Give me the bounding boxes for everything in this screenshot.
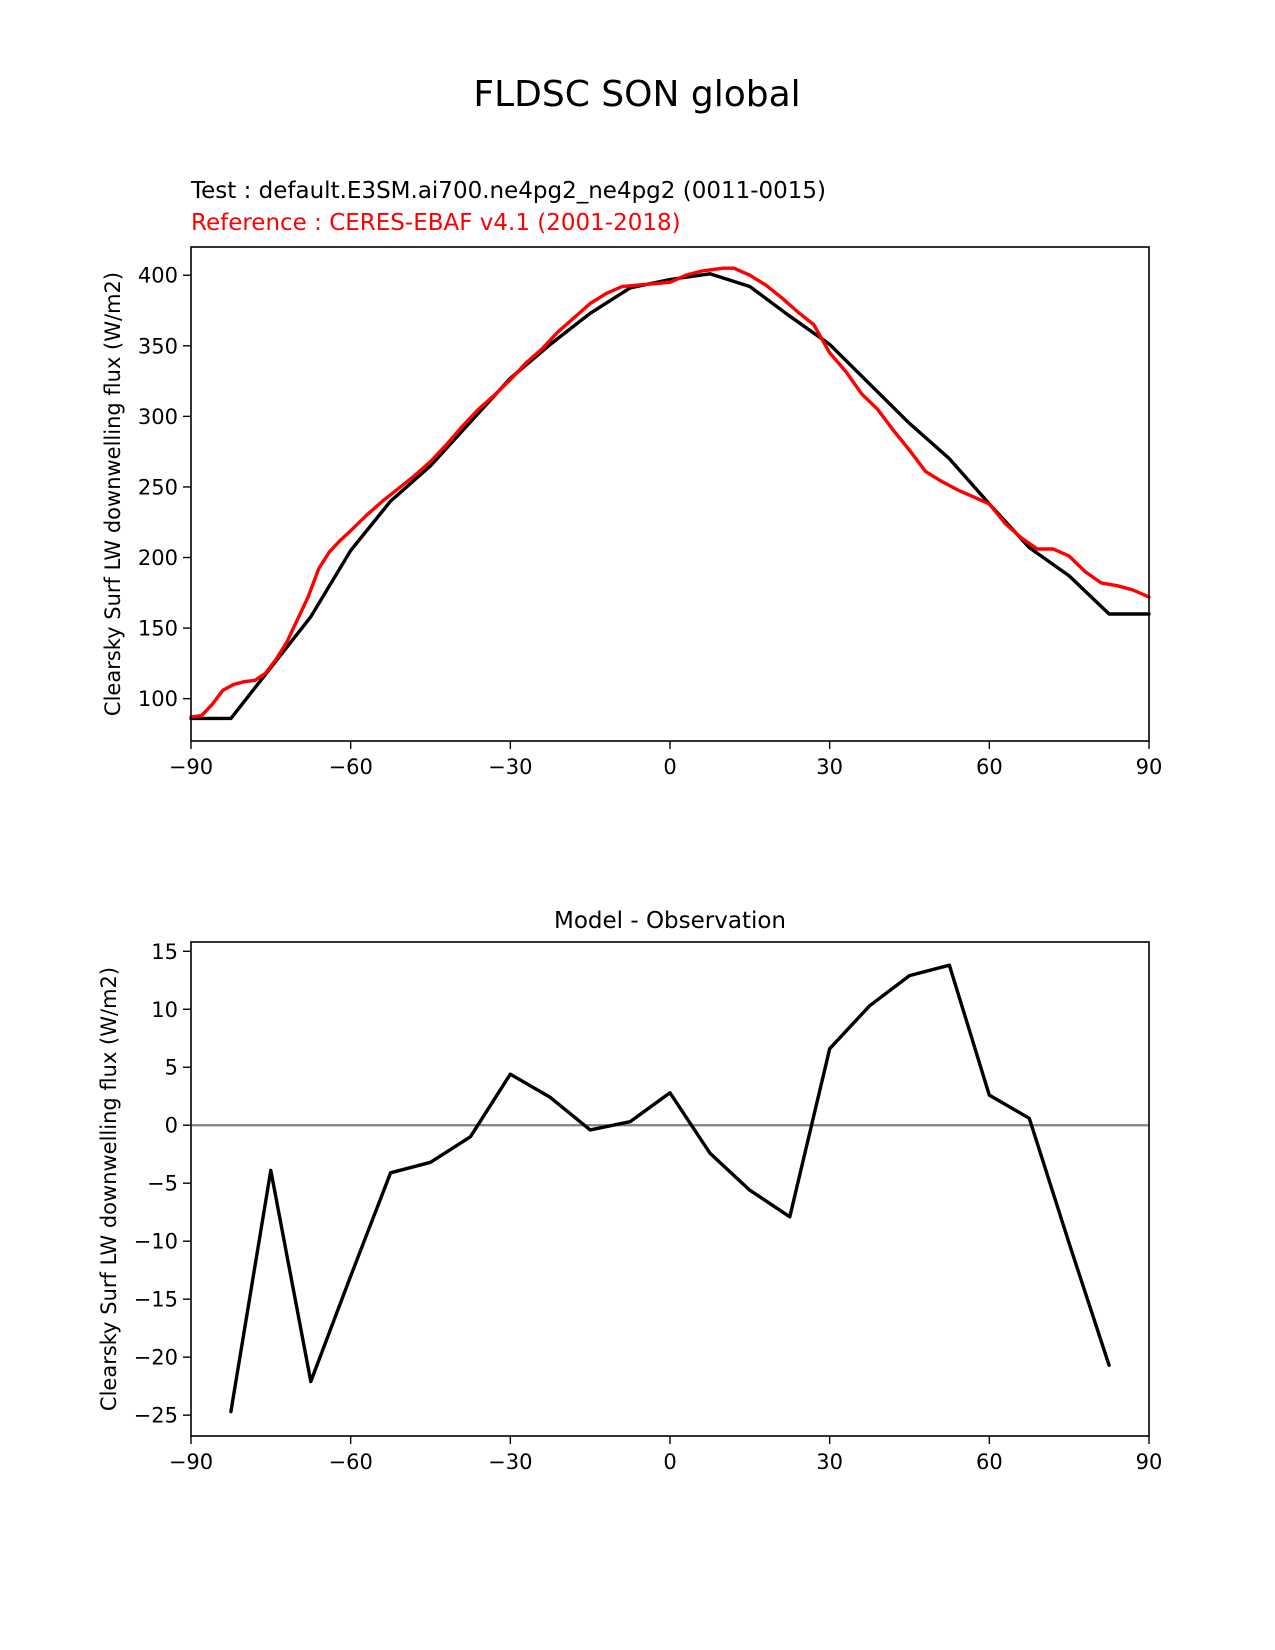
top-series-layer [189, 266, 1151, 721]
top-series-line-1 [189, 266, 1151, 719]
top-y-tick-label: 300 [138, 405, 178, 429]
bottom-y-tick-label: −15 [134, 1288, 178, 1312]
top-x-tick-label: 90 [1136, 755, 1163, 779]
bottom-x-tick-label: −30 [488, 1450, 532, 1474]
bottom-y-tick-label: 15 [151, 940, 178, 964]
top-series-line-0 [189, 272, 1151, 721]
top-x-tick-label: 60 [976, 755, 1003, 779]
top-x-tick-label: 0 [663, 755, 676, 779]
bottom-plot-frame [190, 941, 1150, 1437]
top-panel: Test : default.E3SM.ai700.ne4pg2_ne4pg2 … [101, 178, 1162, 779]
top-y-axis: 100 150 200 250 300 350 400 [138, 264, 191, 711]
top-y-tick-label: 350 [138, 334, 178, 358]
top-y-tick-label: 250 [138, 475, 178, 499]
bottom-x-tick-label: 30 [816, 1450, 843, 1474]
bottom-x-axis: −90 −60 −30 0 30 60 90 [169, 1436, 1163, 1474]
bottom-x-tick-label: −60 [329, 1450, 373, 1474]
top-y-tick-label: 200 [138, 546, 178, 570]
bottom-y-axis-label: Clearsky Surf LW downwelling flux (W/m2) [97, 967, 121, 1411]
bottom-x-tick-label: 0 [663, 1450, 676, 1474]
bottom-y-tick-label: −10 [134, 1230, 178, 1254]
bottom-y-tick-label: −25 [134, 1404, 178, 1428]
top-x-tick-label: 30 [816, 755, 843, 779]
top-x-axis: −90 −60 −30 0 30 60 90 [169, 741, 1163, 779]
bottom-y-tick-label: 10 [151, 998, 178, 1022]
top-x-tick-label: −60 [329, 755, 373, 779]
bottom-y-tick-label: 0 [165, 1114, 178, 1138]
figure-title: FLDSC SON global [473, 74, 800, 115]
top-y-axis-label: Clearsky Surf LW downwelling flux (W/m2) [101, 272, 125, 716]
bottom-y-tick-label: −5 [147, 1172, 178, 1196]
top-y-tick-label: 400 [138, 264, 178, 288]
bottom-y-axis: −25 −20 −15 −10 −5 0 5 10 15 [134, 940, 191, 1428]
bottom-series-layer [191, 963, 1149, 1414]
bottom-y-tick-label: 5 [165, 1056, 178, 1080]
reference-label: Reference : CERES-EBAF v4.1 (2001-2018) [191, 210, 681, 236]
top-x-tick-label: −30 [488, 755, 532, 779]
bottom-x-tick-label: −90 [169, 1450, 213, 1474]
top-y-tick-label: 150 [138, 617, 178, 641]
bottom-series-line-0 [229, 963, 1111, 1414]
bottom-x-tick-label: 90 [1136, 1450, 1163, 1474]
test-label: Test : default.E3SM.ai700.ne4pg2_ne4pg2 … [190, 178, 826, 204]
bottom-y-tick-label: −20 [134, 1346, 178, 1370]
bottom-x-tick-label: 60 [976, 1450, 1003, 1474]
top-x-tick-label: −90 [169, 755, 213, 779]
top-plot-frame [190, 246, 1150, 742]
bottom-panel-title: Model - Observation [554, 908, 786, 934]
top-y-tick-label: 100 [138, 687, 178, 711]
bottom-panel: Model - Observation −90 −60 −30 0 30 60 90 −25… [97, 908, 1162, 1474]
